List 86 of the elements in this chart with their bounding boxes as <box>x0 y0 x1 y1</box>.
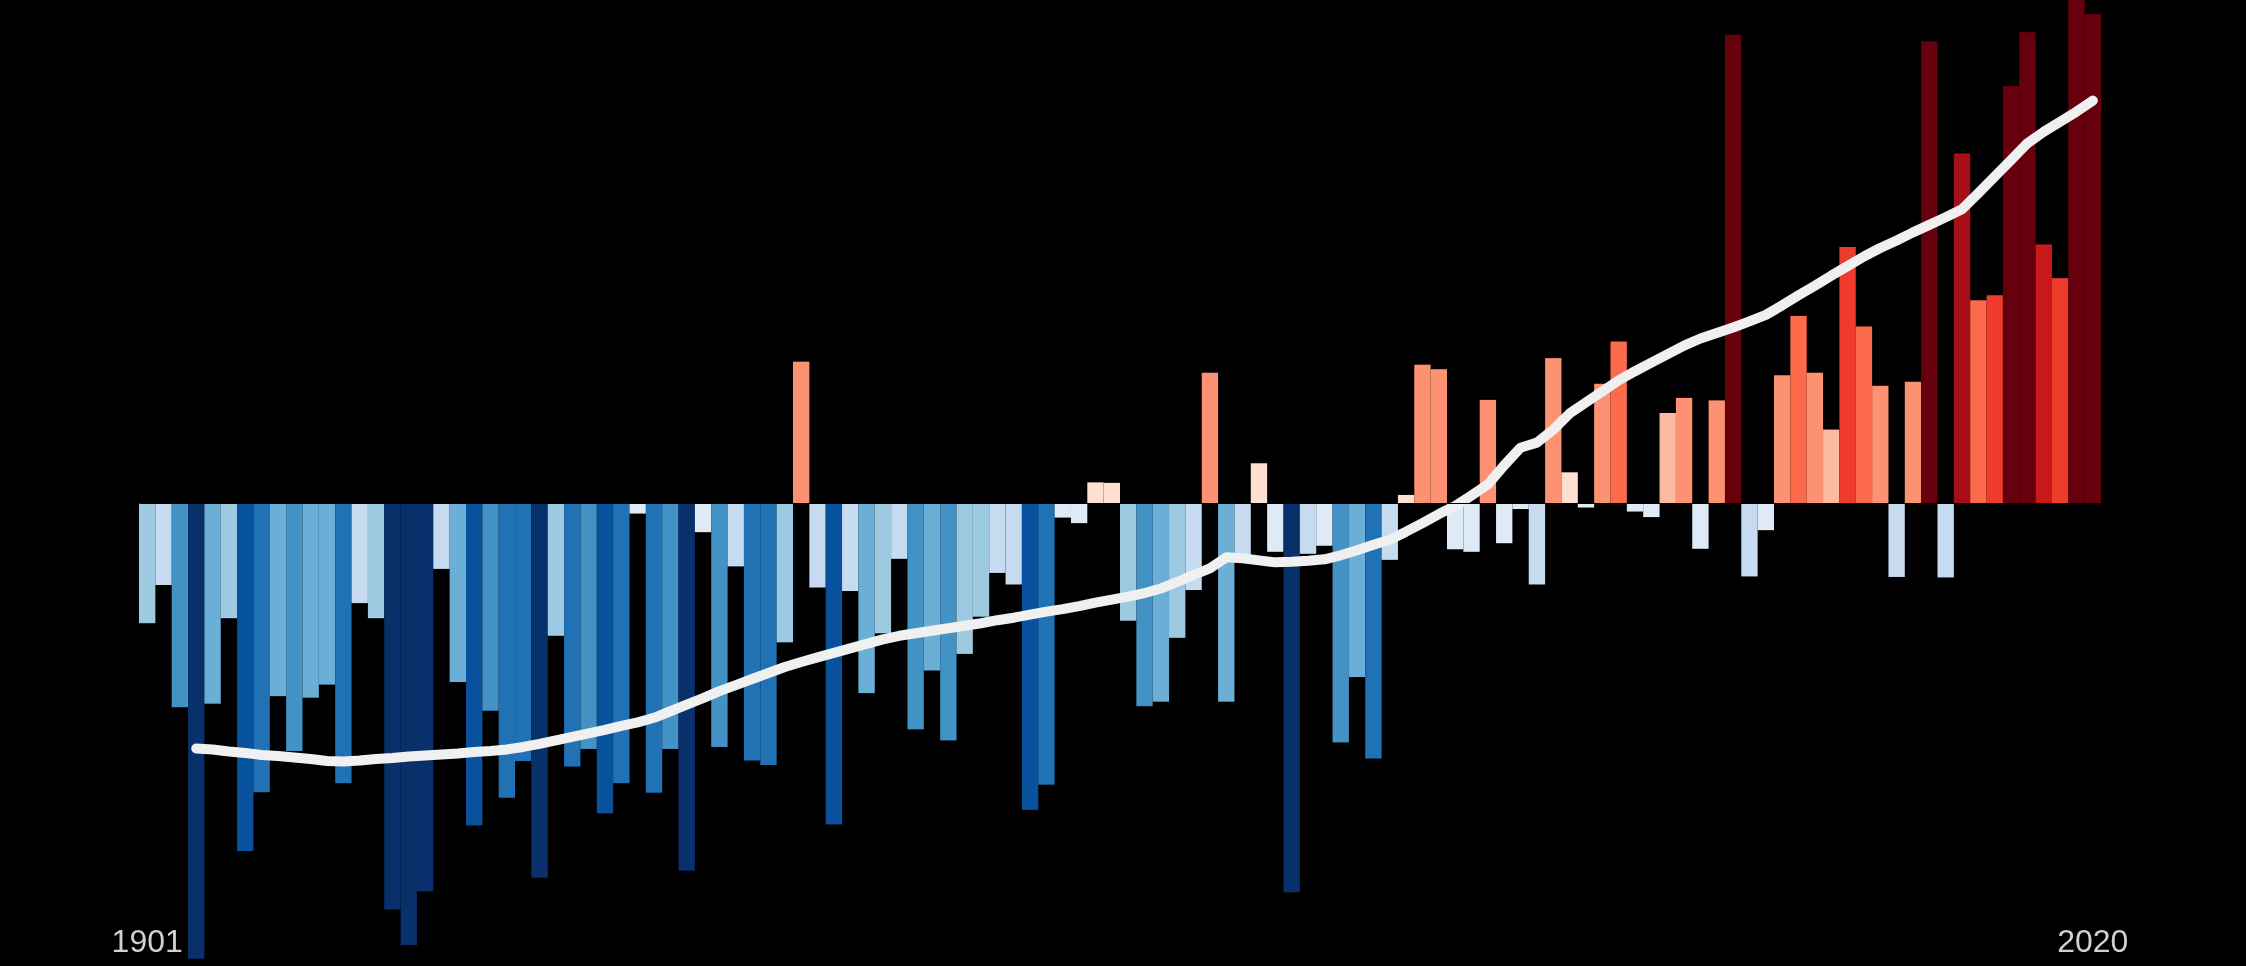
bar <box>547 503 565 636</box>
bar <box>1675 397 1693 503</box>
bar <box>907 503 924 730</box>
bar <box>1839 246 1856 503</box>
bar <box>1397 494 1415 503</box>
bar <box>531 503 548 878</box>
bar <box>1708 400 1725 503</box>
bar <box>253 503 270 793</box>
bar <box>1365 503 1382 759</box>
bar <box>1218 503 1235 702</box>
bar <box>874 503 892 634</box>
bar <box>923 503 941 671</box>
bar <box>351 503 368 604</box>
bar <box>188 503 205 959</box>
bar <box>449 503 466 683</box>
bar <box>367 503 385 619</box>
bar <box>1904 381 1922 503</box>
bar <box>2051 278 2069 503</box>
bar <box>1136 503 1153 707</box>
bar <box>662 503 679 749</box>
bar <box>1267 503 1284 552</box>
bar <box>1659 412 1676 503</box>
bar <box>727 503 744 567</box>
bar <box>1234 503 1251 555</box>
bar <box>1757 503 1774 531</box>
bar <box>286 503 303 751</box>
bar <box>220 503 238 619</box>
bar <box>776 503 793 643</box>
bar <box>466 503 483 826</box>
bar <box>678 503 695 871</box>
bar <box>645 503 663 793</box>
bar <box>1021 503 1039 810</box>
bar <box>580 503 597 749</box>
bar <box>613 503 630 784</box>
bar <box>1724 34 1742 503</box>
bar <box>825 503 843 825</box>
bar <box>694 503 712 533</box>
bar <box>1790 315 1807 503</box>
bar <box>1970 300 1987 503</box>
bar <box>1332 503 1349 743</box>
bar <box>793 361 810 503</box>
bar <box>1921 41 1938 503</box>
bar <box>858 503 875 694</box>
bar <box>1741 503 1758 577</box>
bar <box>1283 503 1300 893</box>
bar <box>1201 372 1219 503</box>
bar <box>1594 383 1611 503</box>
bar <box>891 503 908 559</box>
bar <box>1561 472 1578 503</box>
bar <box>596 503 614 814</box>
bar <box>1823 429 1840 503</box>
bar <box>1806 372 1824 503</box>
bar <box>1986 295 2003 503</box>
bar <box>155 503 172 585</box>
bar <box>1855 326 1873 503</box>
bar <box>1953 153 1971 503</box>
bar <box>269 503 287 697</box>
bar <box>139 503 156 624</box>
bar <box>171 503 189 708</box>
bar <box>1774 375 1791 503</box>
bar <box>335 503 352 784</box>
bar <box>1038 503 1055 785</box>
bar <box>1152 503 1170 702</box>
bar <box>940 503 957 741</box>
bar <box>564 503 581 767</box>
bar <box>842 503 859 592</box>
bar <box>482 503 499 711</box>
x-tick-label: 2020 <box>2057 923 2129 960</box>
bar <box>1250 463 1268 503</box>
bar <box>1348 503 1366 678</box>
bar <box>433 503 450 569</box>
bar <box>809 503 826 588</box>
bar <box>1299 503 1317 554</box>
bar <box>237 503 254 852</box>
bar <box>1888 503 1905 577</box>
bar <box>1528 503 1546 585</box>
bar <box>711 503 728 747</box>
bar <box>629 503 646 514</box>
bar <box>1872 385 1889 503</box>
bar <box>1610 341 1627 503</box>
bar <box>204 503 221 704</box>
bar <box>1316 503 1333 546</box>
x-tick-label: 1901 <box>111 923 183 960</box>
bar <box>2035 244 2052 503</box>
bar <box>1937 503 1954 578</box>
bar <box>1692 503 1709 549</box>
